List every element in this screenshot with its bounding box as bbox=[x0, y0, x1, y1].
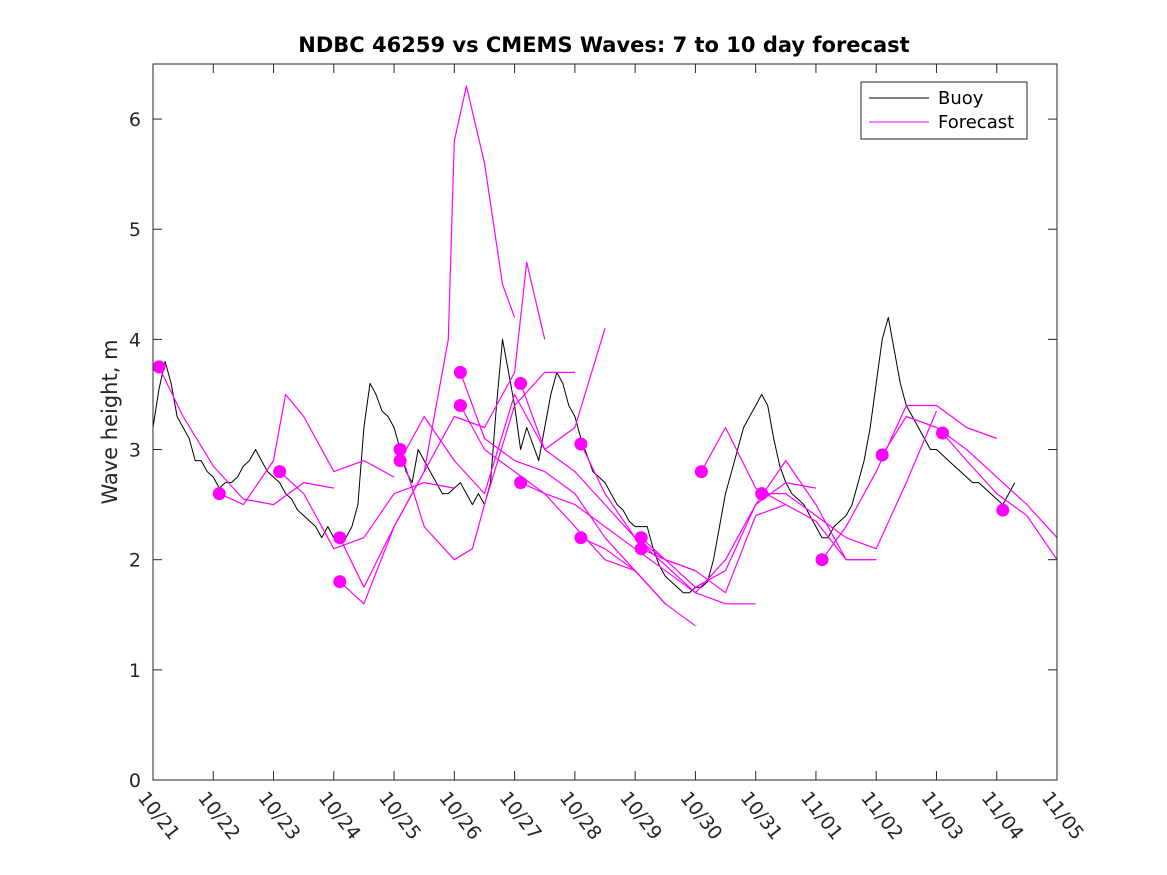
forecast-series-line-8 bbox=[459, 372, 666, 605]
y-tick-label: 6 bbox=[129, 109, 141, 131]
forecast-marker-4 bbox=[333, 575, 347, 589]
forecast-marker-3 bbox=[333, 531, 347, 545]
forecast-marker-14 bbox=[634, 542, 648, 556]
data-layer bbox=[152, 85, 1058, 627]
y-tick-label: 0 bbox=[129, 770, 141, 792]
forecast-series-line-3 bbox=[279, 471, 455, 550]
legend-label-forecast: Forecast bbox=[938, 112, 1014, 133]
forecast-marker-7 bbox=[453, 365, 467, 379]
forecast-marker-19 bbox=[936, 426, 949, 440]
forecast-marker-1 bbox=[212, 487, 226, 501]
forecast-marker-12 bbox=[574, 531, 588, 545]
forecast-marker-13 bbox=[634, 531, 648, 545]
forecast-marker-16 bbox=[755, 487, 769, 501]
y-tick-label: 4 bbox=[129, 329, 141, 351]
forecast-series-line-1 bbox=[158, 366, 334, 506]
forecast-series-line-5 bbox=[339, 261, 546, 605]
forecast-series-line-13 bbox=[580, 537, 696, 627]
forecast-series-line-16 bbox=[700, 426, 877, 561]
forecast-marker-8 bbox=[453, 399, 467, 412]
y-tick-label: 3 bbox=[129, 440, 141, 462]
plot-frame bbox=[152, 63, 1058, 781]
forecast-marker-0 bbox=[152, 360, 166, 374]
forecast-series-line-12 bbox=[580, 443, 817, 594]
forecast-marker-17 bbox=[815, 553, 829, 567]
y-tick-label: 1 bbox=[129, 660, 141, 682]
y-tick-label: 5 bbox=[129, 219, 141, 241]
forecast-marker-10 bbox=[514, 476, 528, 490]
forecast-marker-20 bbox=[996, 503, 1010, 517]
forecast-series-line-4 bbox=[339, 85, 516, 588]
forecast-series-line-20 bbox=[942, 432, 1058, 561]
forecast-marker-2 bbox=[273, 465, 287, 479]
forecast-series-line-18 bbox=[821, 404, 997, 561]
forecast-marker-6 bbox=[393, 454, 407, 468]
forecast-marker-18 bbox=[875, 448, 889, 462]
forecast-marker-9 bbox=[514, 376, 528, 390]
forecast-marker-11 bbox=[574, 437, 588, 451]
forecast-marker-5 bbox=[393, 443, 407, 456]
forecast-series-line-19 bbox=[881, 415, 1058, 539]
forecast-marker-15 bbox=[694, 465, 708, 479]
legend-box bbox=[860, 81, 1028, 140]
forecast-series-line-15 bbox=[640, 504, 787, 594]
forecast-series-line-6 bbox=[399, 328, 606, 495]
forecast-series-line-2 bbox=[219, 393, 395, 506]
y-tick-label: 2 bbox=[129, 550, 141, 572]
forecast-series-line-17 bbox=[761, 410, 938, 550]
forecast-series-line-7 bbox=[399, 371, 575, 561]
y-axis-label: Wave height, m bbox=[98, 339, 122, 504]
legend-label-buoy: Buoy bbox=[938, 88, 984, 109]
chart-title: NDBC 46259 vs CMEMS Waves: 7 to 10 day f… bbox=[298, 33, 909, 57]
legend: Buoy Forecast bbox=[860, 81, 1028, 140]
